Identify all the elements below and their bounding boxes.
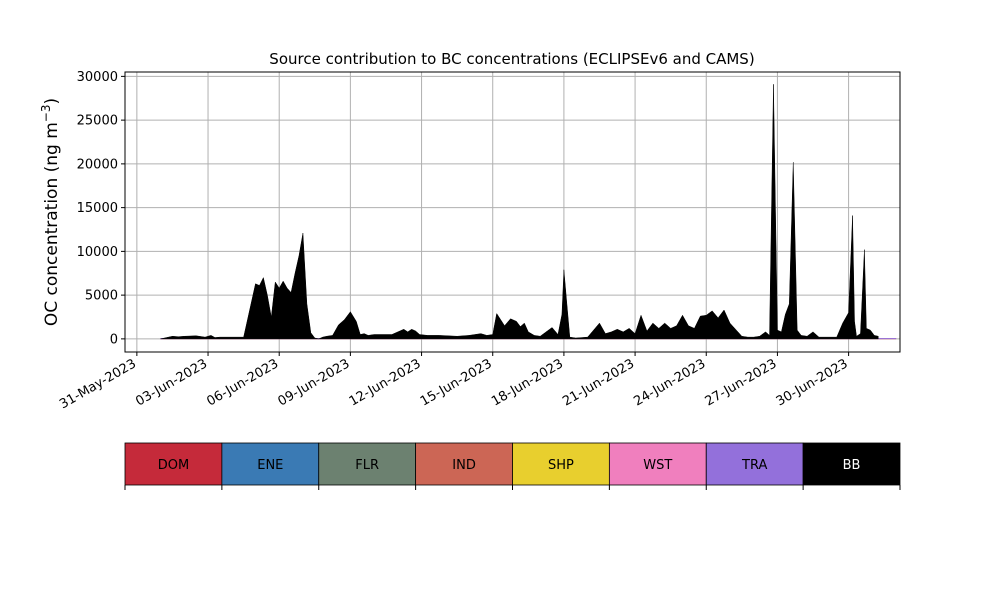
y-axis-label-close: ) <box>42 98 62 105</box>
x-axis: 31-May-202303-Jun-202306-Jun-202309-Jun-… <box>57 352 850 412</box>
y-tick-label: 5000 <box>85 289 118 304</box>
x-tick-label: 18-Jun-2023 <box>489 356 566 409</box>
series-area-bb <box>161 84 879 339</box>
chart-title: Source contribution to BC concentrations… <box>269 50 754 68</box>
legend-label-bb: BB <box>843 458 861 473</box>
y-axis-label-text: OC concentration (ng m <box>42 122 62 326</box>
y-axis: 0 5000 10000 15000 20000 25000 30000 <box>77 70 125 348</box>
x-tick-label: 24-Jun-2023 <box>631 356 708 409</box>
legend: DOM ENE FLR IND SHP WST TRA BB <box>125 443 900 490</box>
x-tick-label: 31-May-2023 <box>57 356 139 412</box>
legend-label-dom: DOM <box>158 458 189 473</box>
legend-label-ene: ENE <box>257 458 283 473</box>
y-tick-label: 25000 <box>77 114 118 129</box>
x-tick-label: 06-Jun-2023 <box>204 356 281 409</box>
y-tick-label: 15000 <box>77 201 118 216</box>
series-areas <box>161 84 896 339</box>
x-tick-label: 12-Jun-2023 <box>347 356 424 409</box>
x-tick-label: 27-Jun-2023 <box>703 356 780 409</box>
y-tick-label: 10000 <box>77 245 118 260</box>
grid-lines <box>125 72 900 352</box>
legend-label-ind: IND <box>452 458 476 473</box>
y-tick-label: 0 <box>110 332 118 347</box>
legend-label-flr: FLR <box>355 458 379 473</box>
legend-label-shp: SHP <box>548 458 574 473</box>
x-tick-label: 30-Jun-2023 <box>774 356 851 409</box>
legend-label-wst: WST <box>643 458 672 473</box>
legend-label-tra: TRA <box>741 458 767 473</box>
x-tick-label: 09-Jun-2023 <box>276 356 353 409</box>
y-tick-label: 30000 <box>77 70 118 85</box>
x-tick-label: 15-Jun-2023 <box>418 356 495 409</box>
y-tick-label: 20000 <box>77 157 118 172</box>
x-tick-label: 21-Jun-2023 <box>560 356 637 409</box>
y-axis-label-exponent: −3 <box>39 104 53 122</box>
x-tick-label: 03-Jun-2023 <box>133 356 210 409</box>
y-axis-label: OC concentration (ng m−3) <box>39 98 62 326</box>
plot-frame <box>125 72 900 352</box>
